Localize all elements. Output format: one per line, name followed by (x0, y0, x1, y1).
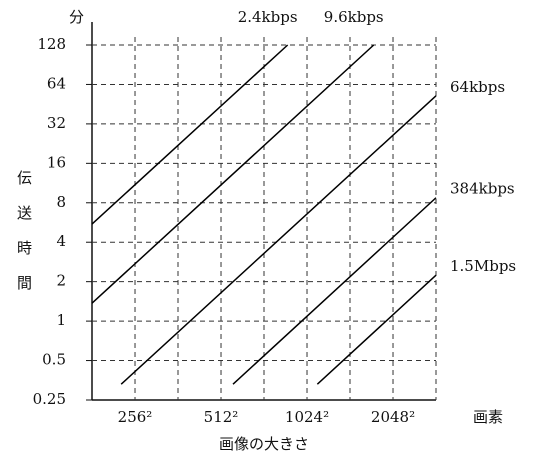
series-label: 9.6kbps (324, 8, 384, 26)
series-line (120, 95, 437, 385)
x-tick-label: 512² (204, 408, 239, 426)
y-tick-label: 64 (47, 74, 66, 92)
series-label: 384kbps (450, 180, 515, 198)
series-label: 64kbps (450, 78, 505, 96)
y-tick-label: 1 (56, 311, 66, 329)
x-tick-label: 2048² (371, 408, 415, 426)
series-line (316, 274, 437, 385)
series-label: 1.5Mbps (450, 257, 516, 275)
y-unit: 分 (69, 8, 84, 26)
y-tick-label: 128 (37, 35, 66, 53)
series-line (91, 44, 375, 304)
y-tick-label: 0.25 (33, 390, 66, 408)
y-tick-label: 16 (47, 153, 66, 171)
series-label: 2.4kbps (238, 8, 298, 26)
y-tick-label: 32 (47, 114, 66, 132)
y-tick-label: 4 (56, 232, 66, 250)
y-tick-label: 0.5 (42, 351, 66, 369)
x-unit: 画素 (473, 408, 503, 426)
x-tick-label: 256² (118, 408, 153, 426)
x-tick-label: 1024² (285, 408, 329, 426)
y-tick-label: 2 (56, 272, 66, 290)
y-title: 伝送時間 (15, 170, 33, 310)
y-tick-label: 8 (56, 193, 66, 211)
series-line (232, 197, 437, 385)
x-title: 画像の大きさ (219, 435, 309, 453)
series-line (91, 44, 289, 225)
